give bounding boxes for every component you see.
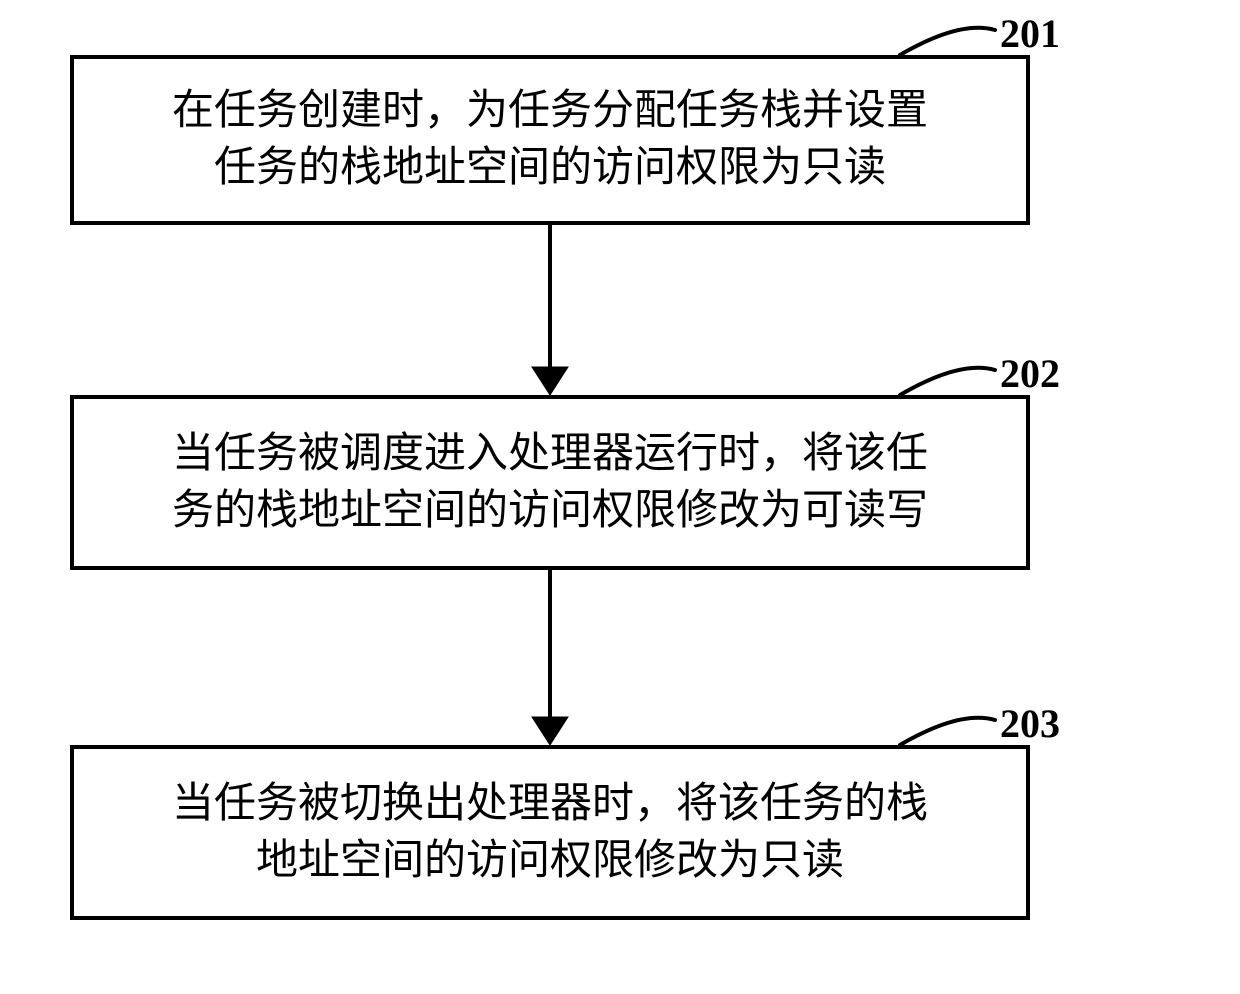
flowchart-canvas: 在任务创建时，为任务分配任务栈并设置 任务的栈地址空间的访问权限为只读 201 … [0, 0, 1240, 994]
step-203-label: 203 [1000, 700, 1060, 747]
label-connector-203 [0, 0, 1240, 994]
